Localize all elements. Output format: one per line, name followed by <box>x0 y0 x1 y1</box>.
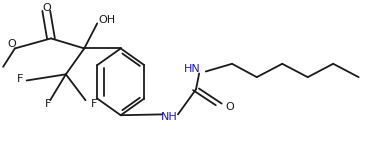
Text: HN: HN <box>184 64 200 74</box>
Text: NH: NH <box>161 112 177 122</box>
Text: F: F <box>17 74 24 84</box>
Text: F: F <box>45 99 51 109</box>
Text: OH: OH <box>98 15 116 25</box>
Text: F: F <box>91 99 97 109</box>
Text: O: O <box>7 39 16 49</box>
Text: O: O <box>225 102 234 112</box>
Text: O: O <box>42 3 51 13</box>
